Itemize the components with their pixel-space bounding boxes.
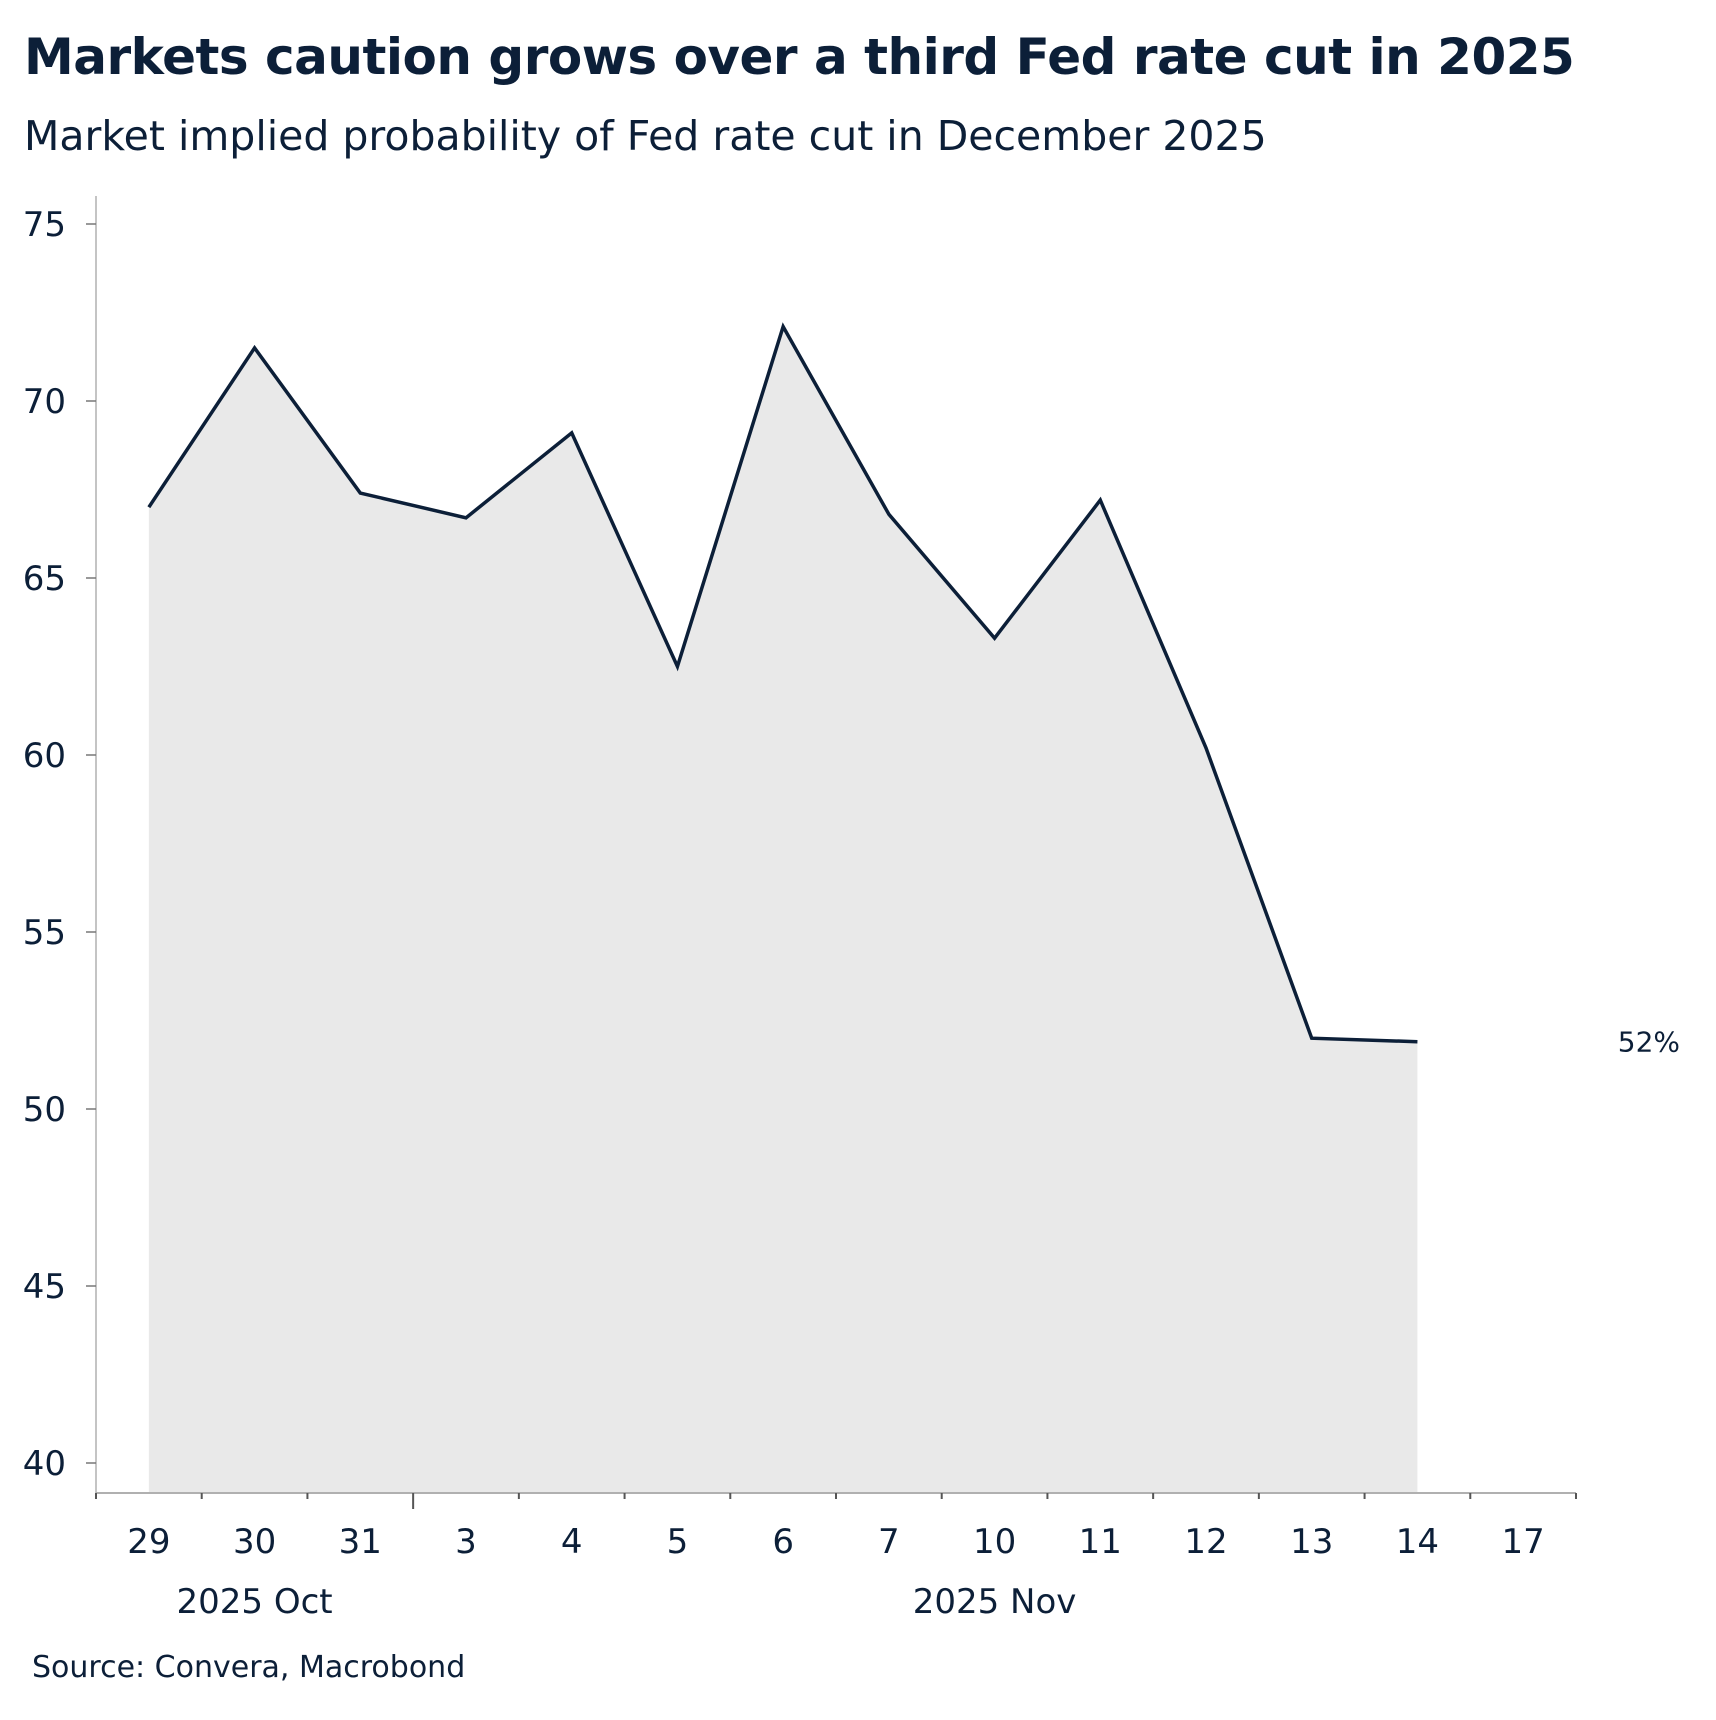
x-tick-label-7: 7 xyxy=(878,1522,900,1562)
x-tick-label-4: 4 xyxy=(561,1522,583,1562)
x-tick-label-5: 5 xyxy=(667,1522,689,1562)
month-label: 2025 Oct xyxy=(177,1582,333,1622)
y-tick-label-45: 45 xyxy=(23,1267,66,1307)
area-fill xyxy=(148,326,1418,1493)
y-tick-label-60: 60 xyxy=(23,736,66,776)
end-value-label: 52% xyxy=(1618,1026,1680,1059)
source-note: Source: Convera, Macrobond xyxy=(32,1650,466,1685)
y-tick-label-75: 75 xyxy=(23,205,66,245)
x-tick-label-6: 6 xyxy=(772,1522,794,1562)
y-tick-label-55: 55 xyxy=(23,913,66,953)
x-tick-label-29: 29 xyxy=(127,1522,170,1562)
x-tick-label-3: 3 xyxy=(455,1522,477,1562)
x-tick-label-11: 11 xyxy=(1079,1522,1122,1562)
x-tick-label-17: 17 xyxy=(1502,1522,1545,1562)
chart-title: Markets caution grows over a third Fed r… xyxy=(24,28,1575,86)
x-tick-label-10: 10 xyxy=(973,1522,1016,1562)
y-tick-label-65: 65 xyxy=(23,559,66,599)
x-tick-label-13: 13 xyxy=(1290,1522,1333,1562)
x-tick-label-12: 12 xyxy=(1184,1522,1227,1562)
chart-subtitle: Market implied probability of Fed rate c… xyxy=(24,112,1267,160)
x-tick-label-30: 30 xyxy=(233,1522,276,1562)
x-tick-label-31: 31 xyxy=(339,1522,382,1562)
y-tick-label-40: 40 xyxy=(23,1444,66,1484)
y-tick-label-50: 50 xyxy=(23,1090,66,1130)
x-tick-label-14: 14 xyxy=(1396,1522,1439,1562)
y-tick-label-70: 70 xyxy=(23,382,66,422)
month-label: 2025 Nov xyxy=(913,1582,1077,1622)
